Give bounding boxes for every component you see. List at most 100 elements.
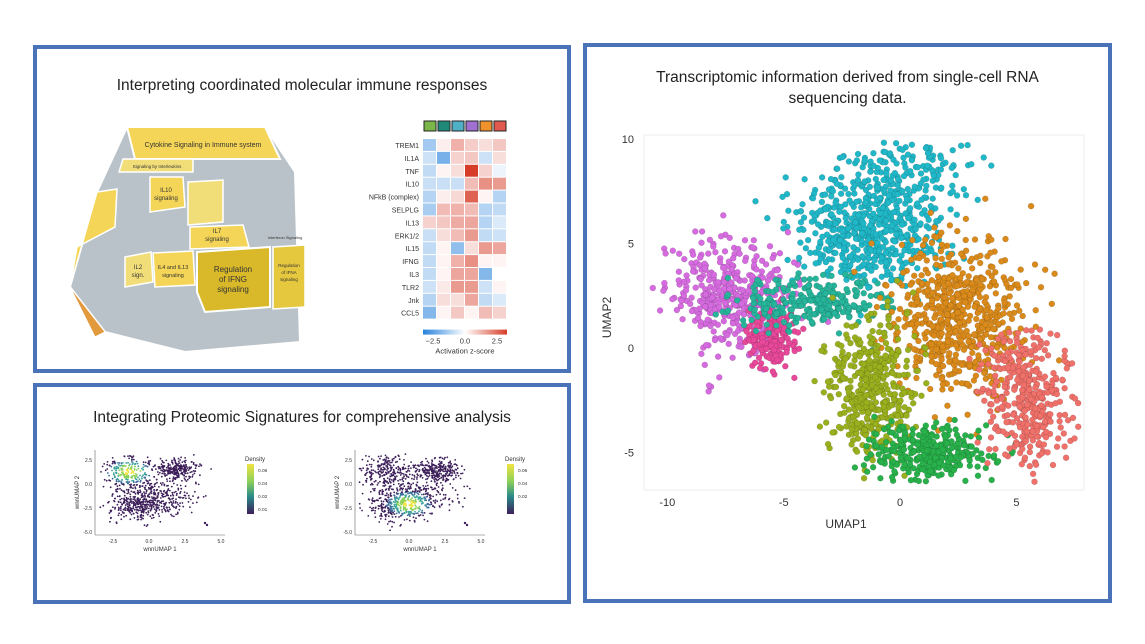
density-point [378,491,381,494]
density-point [390,473,392,475]
density-point [392,488,394,491]
density-point [146,465,149,468]
density-point [463,497,466,499]
density-point [374,470,376,473]
heatmap-cell [423,203,436,216]
density-point [426,460,429,463]
cell-point [961,292,968,300]
cell-point [764,277,772,284]
cell-point [927,385,934,393]
cell-point [971,303,978,310]
heatmap-cell [479,177,492,190]
cell-point [710,328,717,335]
density-point [389,512,392,515]
density-point [123,490,126,493]
treemap-label-ifng-c: signaling [217,285,249,294]
density-point [170,504,173,506]
cell-point [853,198,860,206]
density-point [192,474,194,476]
density-point [396,509,399,512]
density-point [130,466,133,468]
density-point [414,498,417,501]
cell-point [835,391,843,398]
cell-point [875,221,883,228]
density-point [146,456,149,459]
density-point [385,459,387,461]
heatmap-row-label: IL13 [405,220,419,227]
density-point [427,506,430,509]
density-point [144,506,146,509]
density-point [154,511,157,514]
density-point [419,508,422,511]
density-point [399,474,402,476]
density-point [451,500,454,503]
cell-point [704,316,712,323]
cell-point [909,236,916,244]
density-point [142,503,145,505]
heatmap-cell [465,164,478,177]
cell-point [716,258,724,266]
cell-point [867,292,874,300]
density-point [114,476,116,478]
density-point [180,466,183,469]
cell-point [780,284,787,292]
density-point [181,479,183,482]
density-point [437,478,440,481]
cell-point [877,475,884,482]
cell-point [782,174,789,181]
density-point [194,490,196,493]
cell-point [860,260,867,268]
cell-point [845,314,853,321]
density-point [421,463,423,466]
heatmap-cell [465,190,478,203]
cell-point [919,466,926,473]
density-point [389,465,392,467]
cell-point [847,253,854,260]
cell-point [965,317,972,325]
density-point [136,489,139,492]
density-point [371,502,373,505]
cell-point [732,274,740,282]
cell-point [965,272,972,280]
density-point [199,474,201,477]
density-point [184,485,187,488]
density-point [130,486,133,489]
density-point [392,478,395,480]
density-point [175,507,177,509]
density-point [159,457,162,460]
density-point [381,475,384,477]
density-point [382,503,385,506]
density-point [406,482,409,485]
cell-point [976,305,984,313]
density-point [168,477,171,480]
density-point [390,502,393,505]
density-point [140,503,142,506]
density-point [166,478,168,480]
cell-point [867,247,875,254]
cell-point [795,254,803,262]
density-point [133,468,136,470]
cell-point [953,282,961,290]
density-point [131,477,133,479]
density-point [387,488,390,490]
density-point [156,471,159,473]
density-point [150,501,152,504]
cell-point [679,315,686,323]
cell-point [921,206,928,214]
cell-point [907,477,915,484]
density-point [204,495,207,497]
density-point [389,498,392,501]
density-point [127,497,130,500]
density-point [123,455,126,458]
density-point [436,475,439,478]
density-point [381,489,384,491]
density-point [382,506,385,509]
pathway-treemap: Cytokine Signaling in Immune system Sign… [68,126,306,354]
density-point [374,509,376,512]
density-point [119,473,122,476]
cell-point [967,433,974,440]
density-point [421,477,424,479]
heatmap-row-label: SELPLG [392,208,419,215]
cell-point [875,451,882,458]
density-point [371,497,374,499]
